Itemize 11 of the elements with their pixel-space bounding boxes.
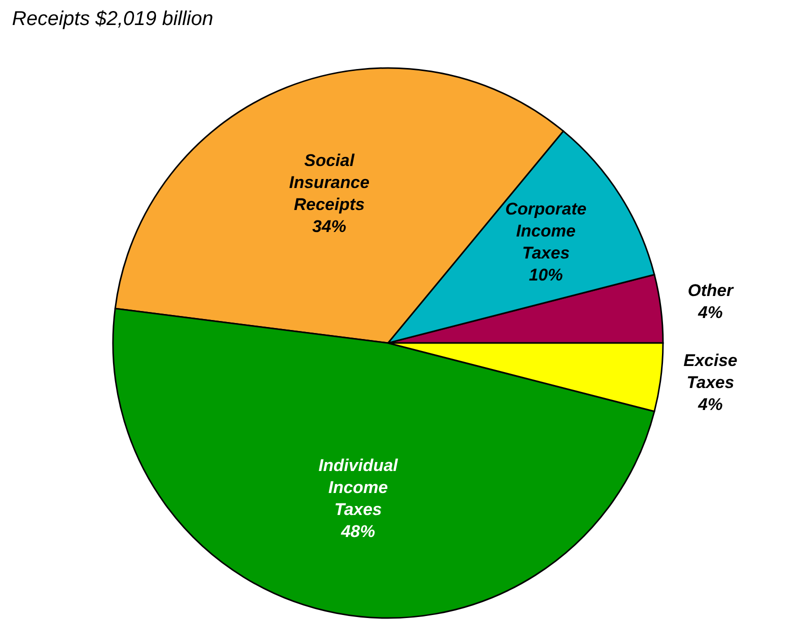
chart-title: Receipts $2,019 billion bbox=[12, 8, 214, 31]
slice-label: Other bbox=[688, 280, 734, 300]
slice-label: Corporate Income Taxes bbox=[505, 199, 587, 262]
slice-label: Social Insurance Receipts bbox=[289, 151, 370, 214]
slice-label: Excise Taxes bbox=[683, 351, 738, 392]
data-label: 34% bbox=[312, 217, 346, 236]
data-label: 4% bbox=[697, 395, 723, 414]
data-label: 4% bbox=[697, 302, 723, 322]
slice-label: Individual Income Taxes bbox=[318, 456, 400, 520]
data-label: 48% bbox=[340, 522, 376, 542]
data-label: 10% bbox=[528, 265, 563, 284]
